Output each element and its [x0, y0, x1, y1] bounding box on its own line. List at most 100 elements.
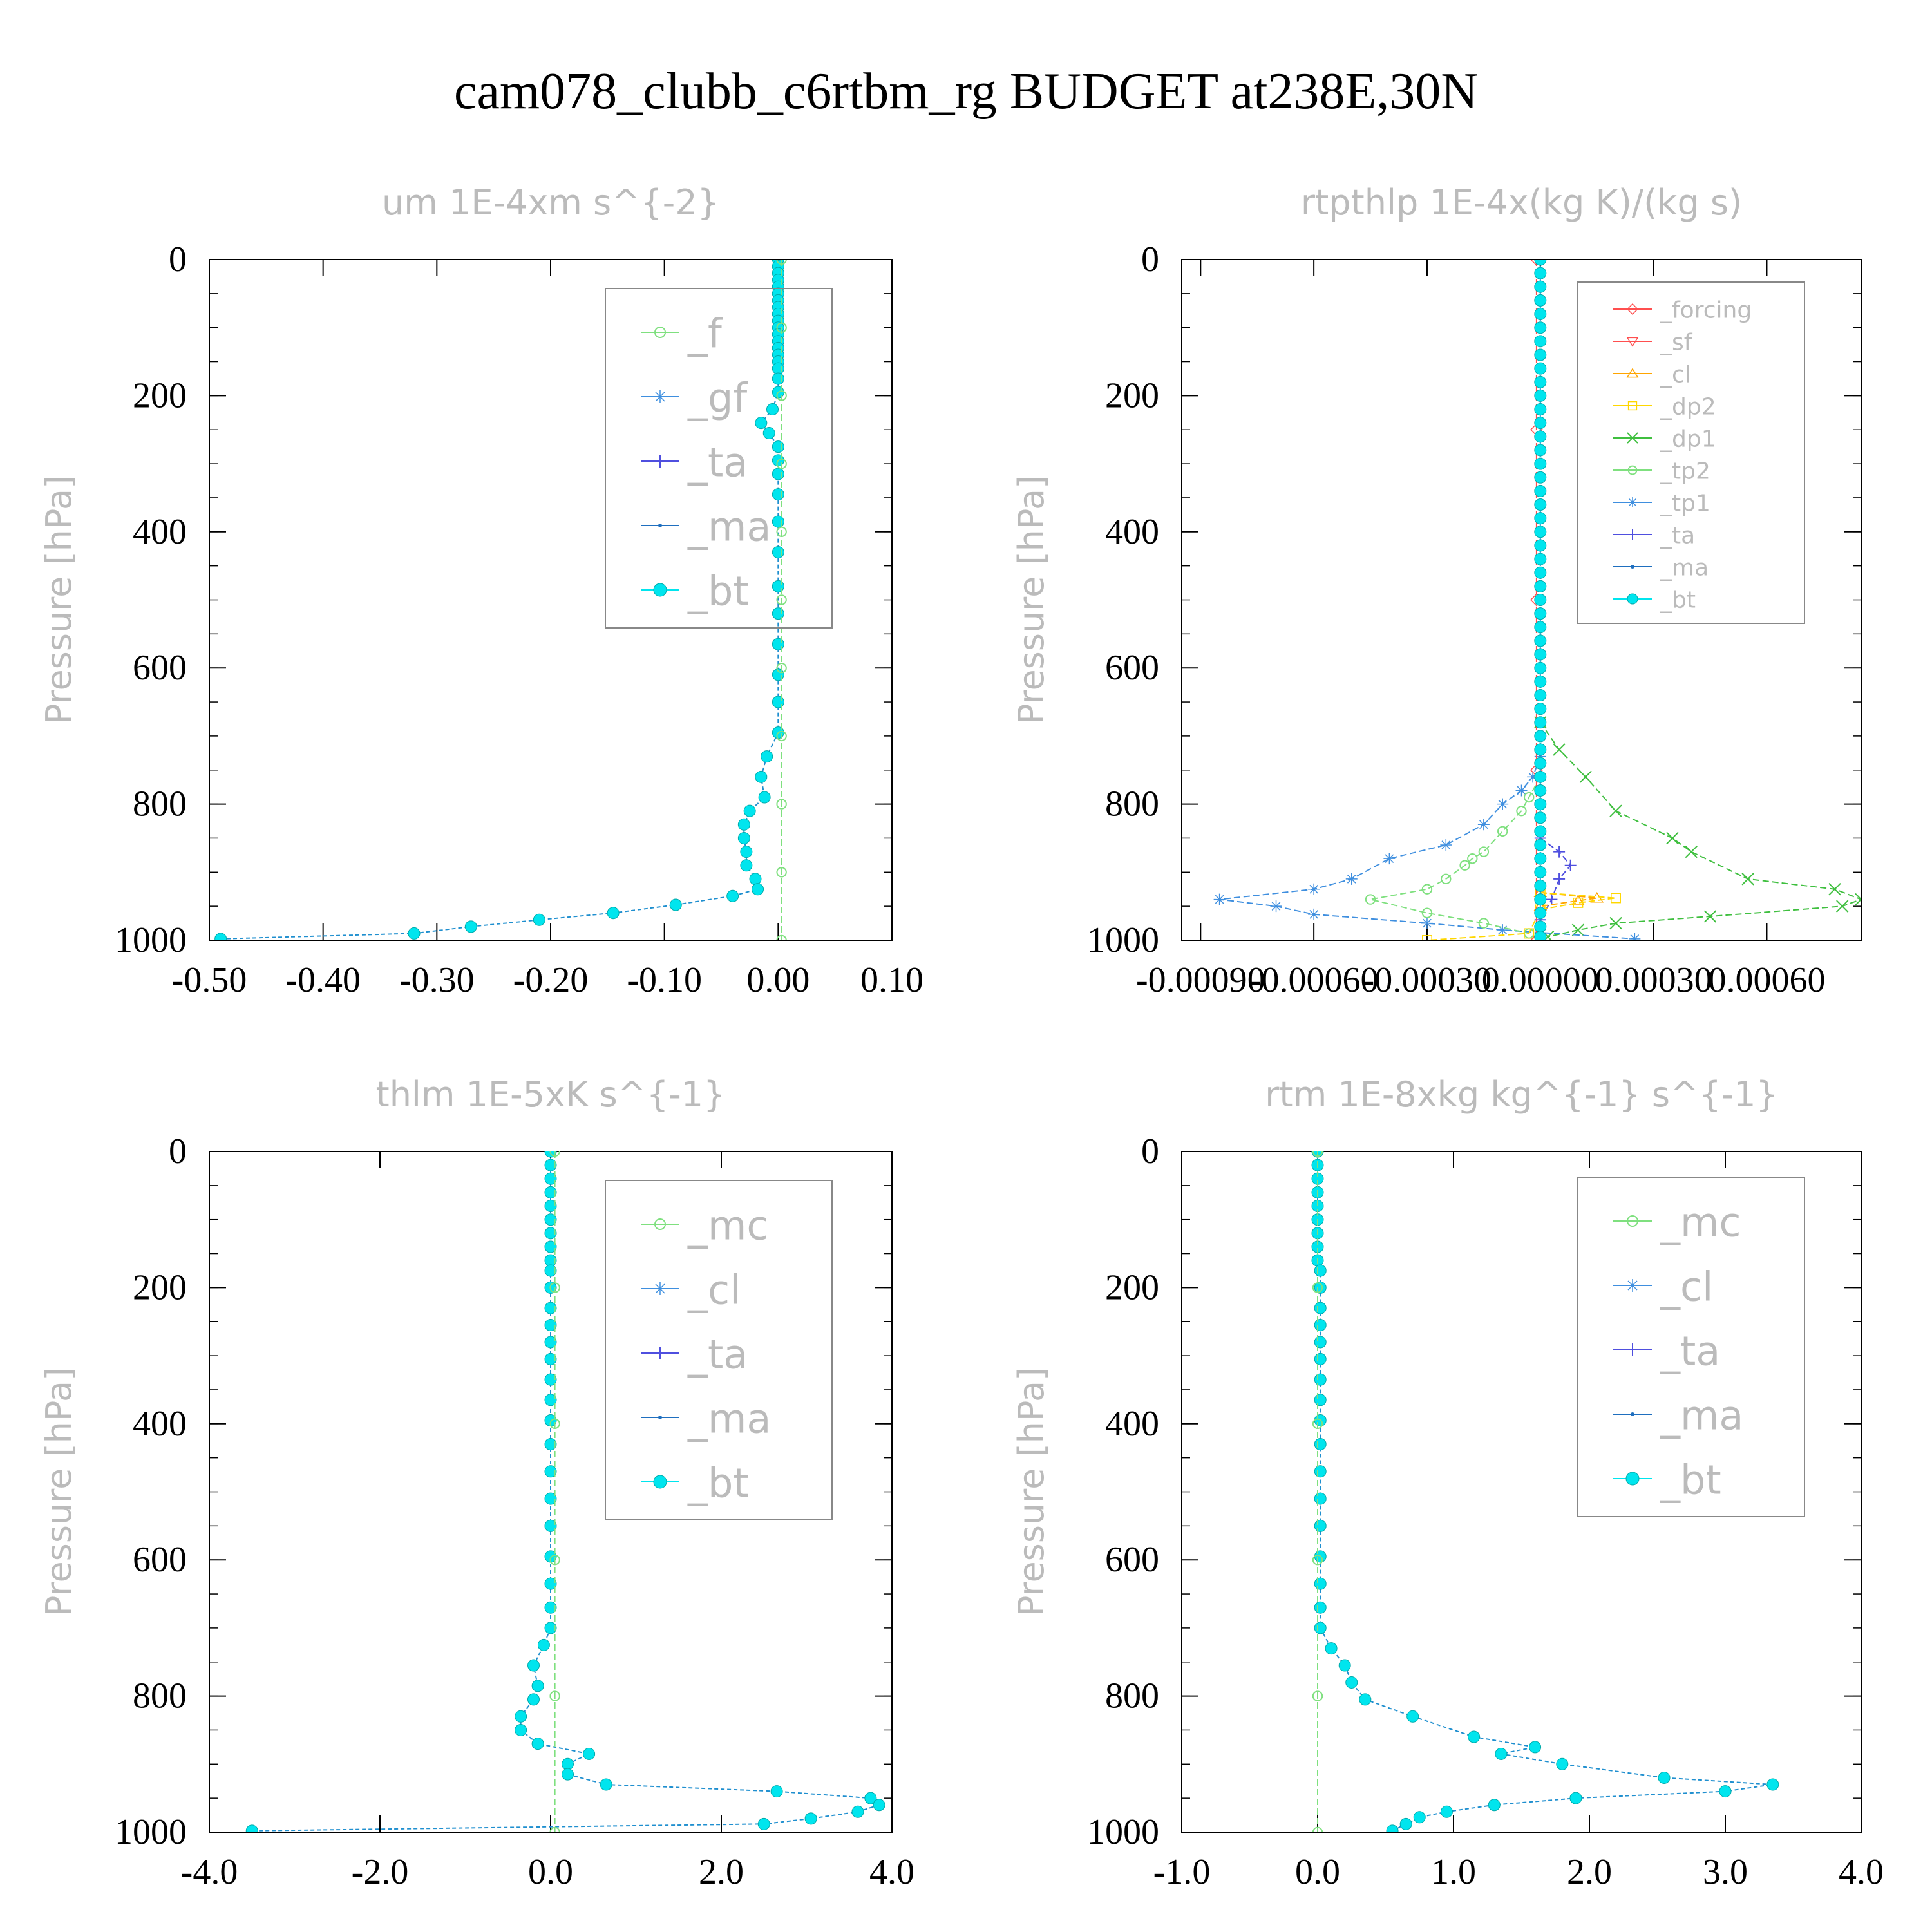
data-point-bt [1534, 321, 1547, 334]
data-point-bt [527, 1659, 540, 1672]
data-point-bt [1534, 280, 1547, 293]
data-point-bt [1338, 1659, 1351, 1672]
data-point-bt [1534, 893, 1547, 906]
data-point-bt [562, 1757, 574, 1770]
data-point-bt [1534, 716, 1547, 729]
data-point-bt [1534, 907, 1547, 920]
data-point-mc [1312, 1555, 1323, 1566]
y-tick-label: 200 [1105, 375, 1159, 415]
data-point-bt [1534, 931, 1547, 940]
data-point-bt [544, 1240, 557, 1253]
data-point-tp1 [1440, 839, 1452, 851]
legend-label: _f [687, 310, 723, 357]
data-point-bt [1534, 621, 1547, 634]
legend-marker-ma [1631, 565, 1634, 569]
legend-marker-ma [658, 1416, 662, 1419]
data-point-f [776, 390, 787, 401]
data-point-ta [1553, 873, 1566, 885]
data-point-bt [531, 1680, 544, 1692]
data-point-tp2 [1497, 826, 1508, 837]
data-point-f [776, 799, 787, 810]
data-point-bt [1534, 260, 1547, 266]
data-point-bt [1534, 703, 1547, 715]
data-point-bt [544, 1601, 557, 1614]
data-point-bt [544, 1465, 557, 1478]
legend-marker-cl [654, 1282, 667, 1295]
data-point-bt [1325, 1642, 1338, 1655]
legend-label: _mc [687, 1202, 768, 1249]
data-point-bt [1386, 1824, 1399, 1832]
legend-box [605, 1180, 833, 1520]
y-tick-label: 1000 [1087, 1812, 1159, 1852]
data-point-bt [770, 1785, 783, 1798]
data-point-bt [1534, 403, 1547, 416]
data-point-dp1 [1609, 916, 1622, 930]
data-point-bt [749, 873, 762, 886]
data-point-bt [1534, 539, 1547, 552]
data-point-bt [772, 696, 784, 708]
data-point-mc [1312, 1151, 1323, 1157]
legend-marker-gf [654, 390, 667, 403]
data-point-bt [1534, 362, 1547, 375]
data-point-tp2 [1441, 873, 1452, 885]
data-point-bt [544, 1319, 557, 1332]
data-point-bt [1534, 430, 1547, 443]
data-point-dp1 [1828, 883, 1841, 896]
data-point-bt [544, 1336, 557, 1349]
data-point-bt [1534, 838, 1547, 851]
data-point-tp1 [1308, 908, 1320, 920]
data-point-mc [1312, 1690, 1323, 1701]
data-point-bt [1719, 1785, 1732, 1798]
data-point-tp1 [1345, 873, 1358, 885]
x-tick-label: -4.0 [181, 1852, 238, 1892]
data-point-tp2 [1421, 907, 1433, 918]
legend-label: _tp1 [1660, 491, 1710, 517]
x-tick-label: 2.0 [699, 1852, 744, 1892]
data-point-bt [772, 638, 784, 650]
data-point-bt [1534, 294, 1547, 307]
legend-label: _dp1 [1660, 426, 1716, 453]
legend-marker-bt [1627, 593, 1638, 605]
data-point-tp2 [1516, 805, 1527, 817]
data-point-bt [544, 1159, 557, 1171]
data-point-bt [531, 1738, 544, 1750]
x-tick-label: -0.00030 [1363, 960, 1492, 1000]
data-point-mc [1312, 1826, 1323, 1832]
legend-marker-tp1 [1627, 497, 1638, 507]
series-line-tp2 [1370, 776, 1541, 934]
data-point-tp1 [1629, 933, 1641, 940]
data-point-bt [1534, 444, 1547, 457]
data-point-bt [1534, 811, 1547, 824]
data-point-bt [600, 1778, 612, 1791]
legend-label: _ma [1660, 1392, 1743, 1439]
data-point-bt [1314, 1601, 1327, 1614]
x-tick-label: -0.10 [627, 960, 702, 1000]
data-point-bt [755, 770, 768, 783]
data-point-bt [1534, 308, 1547, 321]
data-point-bt [245, 1824, 258, 1832]
legend-label: _gf [687, 375, 748, 422]
data-point-bt [544, 1394, 557, 1406]
y-tick-label: 600 [133, 648, 187, 688]
legend-label: _bt [687, 1460, 749, 1507]
data-point-bt [740, 859, 753, 872]
data-point-bt [1534, 375, 1547, 388]
data-point-bt [1314, 1336, 1327, 1349]
y-tick-label: 1000 [1087, 920, 1159, 960]
data-point-bt [873, 1799, 886, 1812]
data-point-bt [544, 1577, 557, 1590]
data-point-bt [1534, 267, 1547, 279]
data-point-bt [766, 403, 779, 416]
y-axis-label: Pressure [hPa] [1011, 1367, 1052, 1616]
data-point-bt [1534, 730, 1547, 743]
data-point-bt [544, 1492, 557, 1505]
x-tick-label: 4.0 [1839, 1852, 1884, 1892]
data-point-bt [1766, 1778, 1779, 1791]
data-point-bt [1314, 1394, 1327, 1406]
x-tick-label: 0.0 [1295, 1852, 1340, 1892]
data-point-mc [549, 1555, 560, 1566]
data-point-tp2 [1524, 791, 1535, 803]
x-tick-label: -0.00060 [1249, 960, 1379, 1000]
legend-marker-cl [1626, 1279, 1639, 1292]
data-point-bt [1314, 1622, 1327, 1634]
